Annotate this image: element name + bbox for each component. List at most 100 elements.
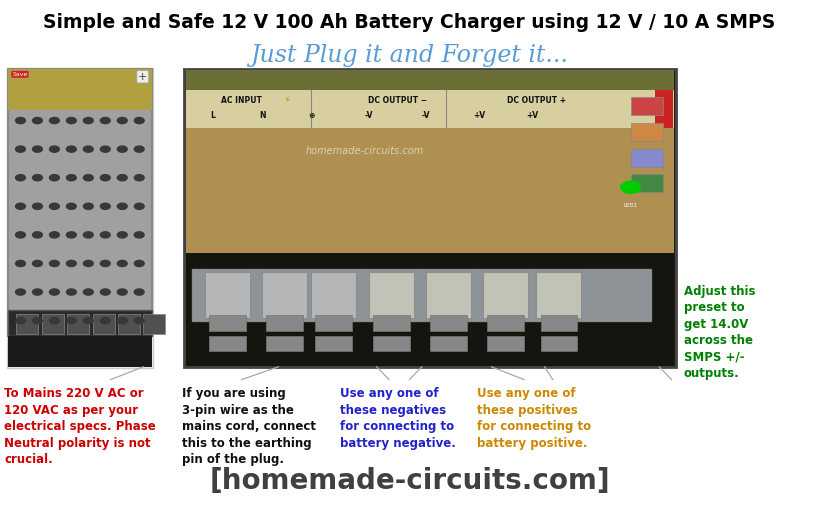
Circle shape — [84, 318, 93, 324]
Circle shape — [134, 289, 144, 295]
Bar — [655, 90, 673, 128]
Bar — [266, 336, 303, 351]
Bar — [16, 314, 38, 334]
Bar — [118, 314, 140, 334]
Circle shape — [84, 117, 93, 124]
Bar — [192, 269, 651, 321]
Circle shape — [66, 232, 76, 238]
Circle shape — [49, 232, 59, 238]
Circle shape — [16, 232, 25, 238]
Circle shape — [101, 146, 111, 152]
Text: [homemade-circuits.com]: [homemade-circuits.com] — [209, 467, 610, 495]
Bar — [487, 336, 524, 351]
Circle shape — [101, 203, 111, 209]
Circle shape — [33, 146, 43, 152]
Circle shape — [66, 261, 76, 267]
Circle shape — [16, 318, 25, 324]
Bar — [209, 315, 246, 331]
Circle shape — [134, 232, 144, 238]
Circle shape — [16, 146, 25, 152]
Text: Adjust this
preset to
get 14.0V
across the
SMPS +/-
outputs.: Adjust this preset to get 14.0V across t… — [684, 285, 755, 380]
Circle shape — [49, 289, 59, 295]
Bar — [311, 272, 356, 318]
Bar — [186, 128, 674, 254]
Circle shape — [117, 146, 127, 152]
Circle shape — [16, 117, 25, 124]
Circle shape — [66, 318, 76, 324]
Text: -V: -V — [364, 111, 373, 120]
Circle shape — [84, 261, 93, 267]
Bar — [205, 272, 250, 318]
Circle shape — [101, 289, 111, 295]
Bar — [426, 272, 471, 318]
Circle shape — [49, 146, 59, 152]
Bar — [487, 315, 524, 331]
Bar — [483, 272, 528, 318]
Bar — [262, 272, 307, 318]
Circle shape — [117, 203, 127, 209]
Bar — [541, 336, 577, 351]
Bar — [8, 336, 152, 367]
Bar — [186, 253, 674, 366]
Circle shape — [33, 232, 43, 238]
Text: DC OUTPUT −: DC OUTPUT − — [368, 95, 427, 105]
Bar — [8, 69, 152, 110]
Circle shape — [49, 117, 59, 124]
Bar — [184, 69, 676, 367]
Text: Simple and Safe 12 V 100 Ah Battery Charger using 12 V / 10 A SMPS: Simple and Safe 12 V 100 Ah Battery Char… — [43, 13, 776, 32]
Circle shape — [134, 146, 144, 152]
Text: +V: +V — [527, 111, 538, 120]
Bar — [631, 123, 663, 141]
Circle shape — [49, 318, 59, 324]
Circle shape — [117, 261, 127, 267]
Bar — [186, 90, 674, 128]
Bar — [67, 314, 89, 334]
Bar — [186, 70, 674, 254]
Bar — [430, 336, 467, 351]
Text: ⊕: ⊕ — [308, 111, 314, 120]
Circle shape — [117, 117, 127, 124]
Circle shape — [66, 174, 76, 181]
Circle shape — [117, 318, 127, 324]
Circle shape — [33, 117, 43, 124]
Circle shape — [84, 289, 93, 295]
Circle shape — [84, 146, 93, 152]
Circle shape — [134, 318, 144, 324]
Circle shape — [117, 232, 127, 238]
Bar — [315, 336, 352, 351]
Bar — [7, 68, 153, 368]
Bar — [8, 69, 152, 336]
Circle shape — [16, 174, 25, 181]
Circle shape — [101, 174, 111, 181]
Text: Use any one of
these negatives
for connecting to
battery negative.: Use any one of these negatives for conne… — [340, 387, 455, 450]
Circle shape — [16, 203, 25, 209]
Bar — [42, 314, 64, 334]
Circle shape — [101, 232, 111, 238]
Bar — [631, 174, 663, 192]
Bar — [631, 149, 663, 167]
Circle shape — [33, 203, 43, 209]
Text: LED1: LED1 — [623, 203, 638, 208]
Text: If you are using
3-pin wire as the
mains cord, connect
this to the earthing
pin : If you are using 3-pin wire as the mains… — [182, 387, 316, 466]
Circle shape — [66, 203, 76, 209]
Bar — [266, 315, 303, 331]
Bar — [93, 314, 115, 334]
Circle shape — [49, 261, 59, 267]
Text: homemade-circuits.com: homemade-circuits.com — [305, 146, 423, 156]
Circle shape — [33, 289, 43, 295]
Text: -V: -V — [422, 111, 430, 120]
Circle shape — [101, 261, 111, 267]
Circle shape — [33, 174, 43, 181]
Circle shape — [84, 232, 93, 238]
Circle shape — [66, 146, 76, 152]
Text: N: N — [259, 111, 265, 120]
Circle shape — [49, 174, 59, 181]
Circle shape — [84, 174, 93, 181]
Text: +: + — [138, 72, 147, 82]
Text: DC OUTPUT +: DC OUTPUT + — [507, 95, 566, 105]
Circle shape — [621, 181, 640, 193]
Bar — [373, 336, 410, 351]
Bar — [373, 315, 410, 331]
Circle shape — [16, 261, 25, 267]
Bar — [541, 315, 577, 331]
